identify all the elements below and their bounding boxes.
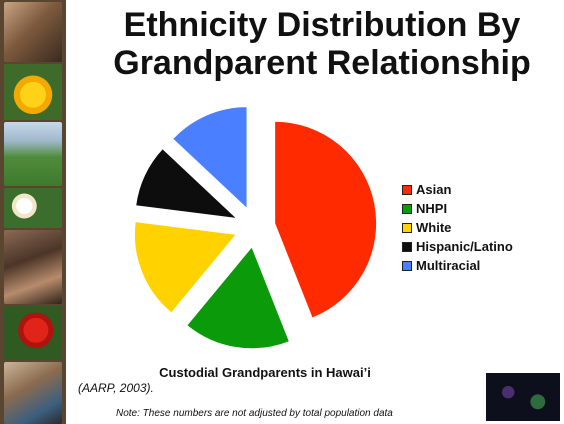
- legend-label: Asian: [416, 182, 452, 197]
- white-flower-photo: [4, 188, 62, 228]
- pie-slice-white: [133, 221, 238, 314]
- pie-slice-nhpi: [186, 245, 291, 350]
- legend-swatch: [402, 222, 412, 233]
- chart-subtitle: Custodial Grandparents in Hawai’i: [159, 365, 371, 380]
- pie-slice-asian: [274, 120, 378, 319]
- legend-item-multiracial: Multiracial: [402, 256, 513, 275]
- legend-item-asian: Asian: [402, 180, 513, 199]
- legend-swatch: [402, 260, 412, 271]
- photo-strip: [0, 0, 66, 424]
- legend-swatch: [402, 241, 412, 252]
- child-outdoor-photo: [4, 122, 62, 186]
- citation: (AARP, 2003).: [78, 381, 154, 395]
- legend-item-hispanic-latino: Hispanic/Latino: [402, 237, 513, 256]
- footnote: Note: These numbers are not adjusted by …: [116, 408, 393, 419]
- legend-label: Multiracial: [416, 258, 481, 273]
- family-photo: [4, 2, 62, 62]
- grandparent-child-photo: [4, 362, 62, 424]
- pie-chart: [133, 106, 378, 350]
- page-title: Ethnicity Distribution By Grandparent Re…: [113, 6, 531, 82]
- pie-slice-multiracial: [171, 106, 248, 210]
- pie-slice-hispanic-latino: [135, 147, 239, 220]
- yellow-flower-photo: [4, 64, 62, 120]
- legend-swatch: [402, 184, 412, 195]
- chart-legend: Asian NHPI White Hispanic/Latino Multiracial: [402, 180, 513, 275]
- group-photo: [4, 230, 62, 304]
- corner-photo: [486, 373, 560, 421]
- legend-item-white: White: [402, 218, 513, 237]
- legend-item-nhpi: NHPI: [402, 199, 513, 218]
- red-hibiscus-photo: [4, 306, 62, 360]
- legend-label: Hispanic/Latino: [416, 239, 513, 254]
- legend-swatch: [402, 203, 412, 214]
- legend-label: NHPI: [416, 201, 448, 216]
- legend-label: White: [416, 220, 452, 235]
